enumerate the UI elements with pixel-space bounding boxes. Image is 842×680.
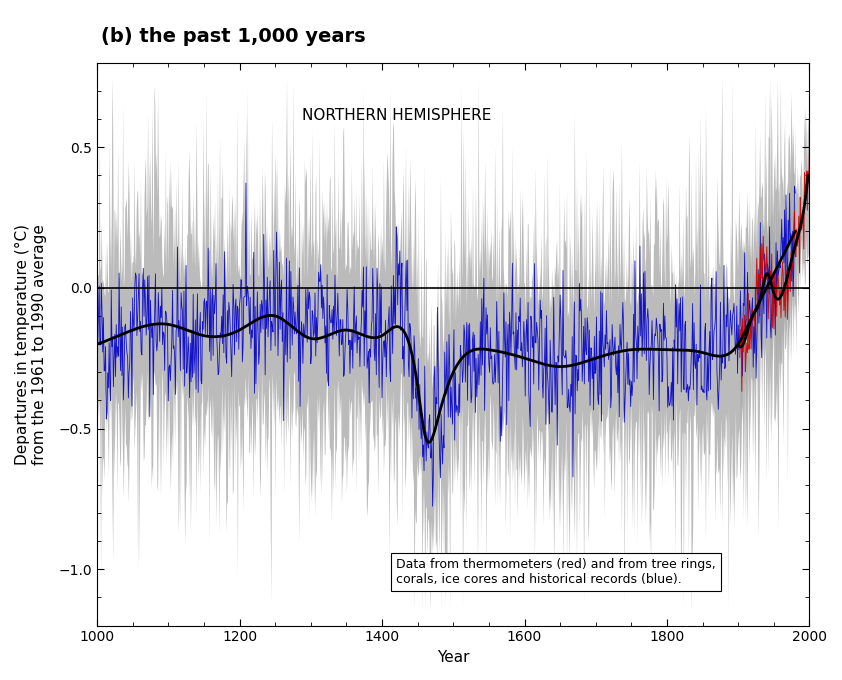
Text: NORTHERN HEMISPHERE: NORTHERN HEMISPHERE bbox=[301, 107, 491, 122]
Text: (b) the past 1,000 years: (b) the past 1,000 years bbox=[101, 27, 365, 46]
Y-axis label: Departures in temperature (°C)
from the 1961 to 1990 average: Departures in temperature (°C) from the … bbox=[15, 224, 47, 464]
Text: Data from thermometers (red) and from tree rings,
corals, ice cores and historic: Data from thermometers (red) and from tr… bbox=[397, 558, 716, 586]
X-axis label: Year: Year bbox=[437, 650, 470, 665]
